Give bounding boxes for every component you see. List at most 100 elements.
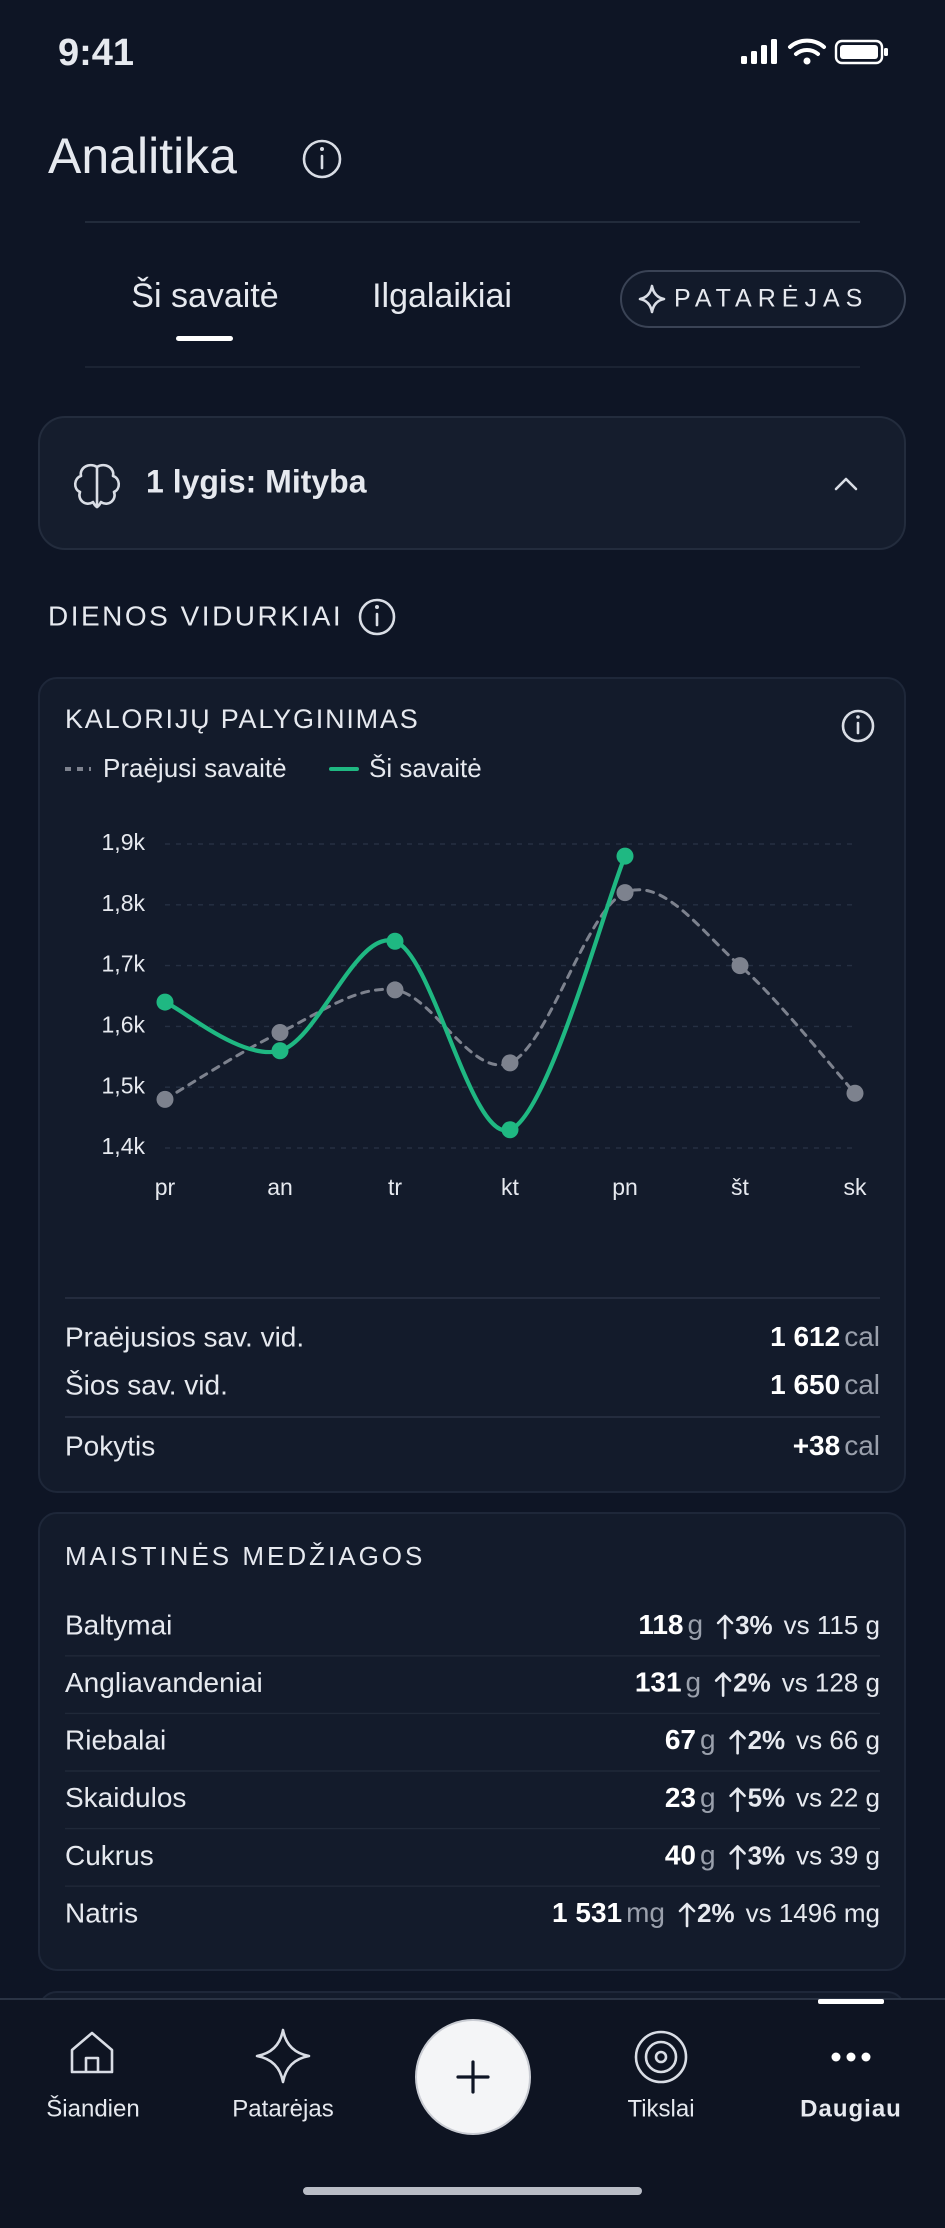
nutrient-value: 118 g: [638, 1609, 703, 1640]
nav-label-active[interactable]: Daugiau: [800, 2095, 902, 2122]
nutrient-name: Cukrus: [65, 1840, 154, 1871]
data-point: [156, 993, 174, 1011]
trend-arrow: [729, 1787, 746, 1813]
unit: mg: [626, 1897, 665, 1928]
value: 40: [665, 1840, 696, 1871]
x-tick-label: kt: [501, 1174, 520, 1200]
x-tick-label: pn: [612, 1174, 638, 1200]
unit: g: [700, 1840, 716, 1871]
summary-label: Šios sav. vid.: [65, 1369, 228, 1400]
value: 67: [665, 1725, 696, 1756]
value: 1 531: [552, 1897, 622, 1928]
tab-active[interactable]: Ši savaitė: [131, 277, 278, 315]
nutrients-title: MAISTINĖS MEDŽIAGOS: [65, 1541, 425, 1571]
summary-label: Pokytis: [65, 1430, 155, 1461]
data-point: [386, 932, 404, 950]
nutrient-name: Angliavandeniai: [65, 1667, 263, 1698]
status-time: 9:41: [58, 32, 134, 74]
nutrient-change: 3%: [735, 1610, 773, 1640]
nutrient-value: 67 g: [665, 1725, 716, 1756]
data-point: [271, 1042, 289, 1060]
nutrient-change: 3%: [748, 1840, 786, 1870]
value: +38: [793, 1430, 841, 1461]
nutrient-name: Baltymai: [65, 1609, 172, 1640]
value: 1 612: [770, 1321, 840, 1352]
series-line: [162, 854, 628, 1133]
status-icons: [741, 38, 888, 65]
nutrient-compare: vs 128 g: [782, 1667, 880, 1697]
unit: cal: [844, 1321, 880, 1352]
data-point: [846, 1084, 864, 1102]
info-icon[interactable]: [841, 709, 875, 743]
data-point: [616, 847, 634, 865]
unit: cal: [844, 1430, 880, 1461]
legend-label: Ši savaitė: [369, 753, 482, 783]
y-tick-label: 1,6k: [102, 1011, 146, 1037]
x-tick-label: tr: [388, 1174, 402, 1200]
nutrient-value: 23 g: [665, 1782, 716, 1813]
unit: g: [686, 1667, 702, 1698]
nutrient-change: 2%: [733, 1667, 771, 1697]
info-icon[interactable]: [358, 598, 396, 636]
data-point: [501, 1054, 519, 1072]
value: 23: [665, 1782, 696, 1813]
nutrient-value: 131 g: [635, 1667, 701, 1698]
nutrient-change: 2%: [748, 1725, 786, 1755]
x-tick-label: sk: [844, 1174, 868, 1200]
summary-label: Praėjusios sav. vid.: [65, 1321, 304, 1352]
nutrient-name: Natris: [65, 1897, 138, 1928]
chart-card: [38, 677, 906, 1493]
trend-arrow: [729, 1729, 746, 1755]
trend-arrow: [714, 1672, 732, 1697]
section-title: DIENOS VIDURKIAI: [48, 600, 343, 631]
x-tick-label: št: [731, 1174, 750, 1200]
unit: g: [700, 1725, 716, 1756]
info-icon[interactable]: [302, 139, 342, 179]
y-tick-label: 1,9k: [102, 829, 146, 855]
unit: g: [687, 1609, 703, 1640]
nutrient-name: Riebalai: [65, 1725, 166, 1756]
level-card[interactable]: 1 lygis: Mityba: [38, 416, 906, 550]
trend-arrow: [729, 1845, 746, 1870]
data-point: [501, 1121, 519, 1139]
value: 1 650: [770, 1369, 840, 1400]
data-point: [731, 957, 749, 975]
nutrient-compare: vs 66 g: [796, 1725, 880, 1755]
page-title: Analitika: [48, 128, 237, 184]
summary-value: 1 650 cal: [770, 1369, 880, 1400]
nutrient-change: 5%: [748, 1783, 786, 1813]
nav-label[interactable]: Tikslai: [627, 2095, 694, 2122]
nutrients-card: [38, 1512, 906, 1971]
nav-label[interactable]: Patarėjas: [232, 2095, 333, 2122]
unit: g: [700, 1782, 716, 1813]
nav-label[interactable]: Šiandien: [46, 2094, 139, 2122]
data-point: [616, 884, 634, 902]
data-point: [156, 1090, 174, 1108]
unit: cal: [844, 1369, 880, 1400]
summary-value: 1 612 cal: [770, 1321, 880, 1352]
summary-value: +38 cal: [793, 1430, 880, 1461]
tab-underline: [176, 336, 233, 341]
nav-bar: [0, 1998, 945, 2228]
tab[interactable]: Ilgalaikiai: [372, 277, 512, 315]
button-label[interactable]: PATARĖJAS: [674, 284, 868, 313]
y-tick-label: 1,7k: [102, 951, 146, 977]
nutrient-compare: vs 1496 mg: [746, 1898, 880, 1928]
legend-label: Praėjusi savaitė: [103, 753, 287, 783]
value: 118: [638, 1609, 683, 1640]
y-tick-label: 1,8k: [102, 890, 146, 916]
nutrient-name: Skaidulos: [65, 1782, 186, 1813]
advisor-button[interactable]: PATARĖJAS: [620, 270, 906, 328]
level-label[interactable]: 1 lygis: Mityba: [146, 463, 367, 499]
x-tick-label: an: [267, 1174, 293, 1200]
nutrient-compare: vs 22 g: [796, 1783, 880, 1813]
data-point: [271, 1023, 289, 1041]
x-tick-label: pr: [155, 1174, 176, 1200]
nutrient-value: 1 531 mg: [552, 1897, 665, 1928]
trend-arrow: [716, 1614, 734, 1640]
trend-arrow: [678, 1902, 696, 1928]
data-point: [386, 981, 404, 999]
y-tick-label: 1,5k: [102, 1072, 146, 1098]
nutrient-change: 2%: [697, 1898, 735, 1928]
